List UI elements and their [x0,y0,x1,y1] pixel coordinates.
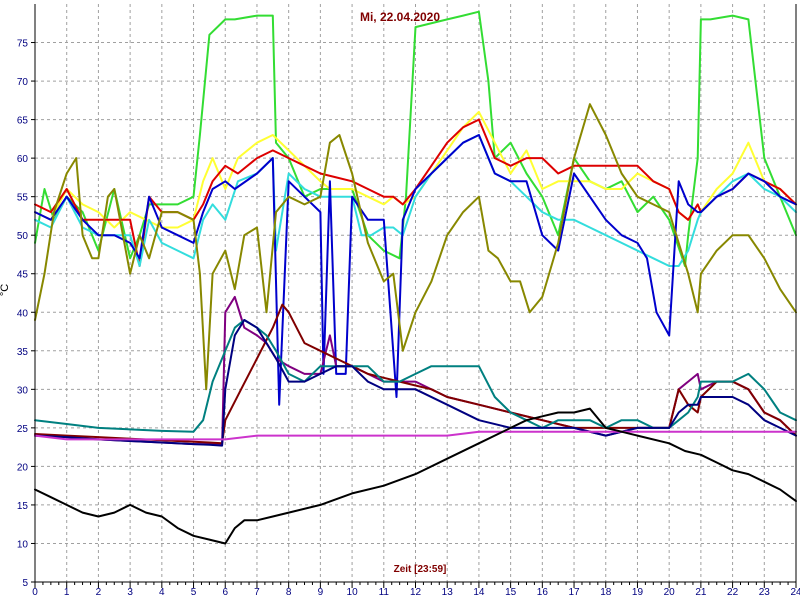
x-tick-label: 16 [537,587,549,598]
y-tick-label: 75 [17,39,29,50]
y-tick-label: 40 [17,308,29,319]
series-layer [34,10,797,545]
x-tick-label: 20 [664,587,676,598]
axes: 0 1 2 3 4 5 6 7 8 9 10 11 12 13 14 15 16 17 18 19 20 21 22 23 24… [17,4,800,598]
chart-title: Mi, 22.04.2020 [360,10,440,24]
x-tick-label: 6 [222,587,228,598]
y-tick-label: 10 [17,539,29,550]
y-tick-label: 15 [17,501,29,512]
y-tick-label: 60 [17,154,29,165]
x-tick-label: 23 [759,587,771,598]
x-axis-label: Zeit [23:59] [394,564,447,575]
series-line-12 [34,407,797,545]
x-tick-label: 3 [127,587,133,598]
x-tick-label: 2 [96,587,102,598]
y-tick-label: 25 [17,424,29,435]
x-tick-label: 12 [410,587,422,598]
x-tick-label: 11 [379,587,390,598]
x-tick-label: 5 [191,587,197,598]
y-tick-label: 70 [17,77,29,88]
x-tick-label: 18 [600,587,612,598]
x-tick-label: 4 [159,587,165,598]
x-tick-label: 24 [790,587,800,598]
y-tick-label: 5 [22,578,28,589]
series-line-11 [34,430,797,441]
y-axis-label: °C [0,284,11,296]
labels: Mi, 22.04.2020 Zeit [23:59] °C [0,10,446,575]
series-line-5 [34,134,797,406]
x-tick-label: 10 [347,587,359,598]
y-tick-label: 55 [17,193,29,204]
x-tick-label: 9 [318,587,324,598]
y-tick-label: 50 [17,231,29,242]
x-tick-label: 8 [286,587,292,598]
series-line-4 [34,134,797,267]
x-tick-label: 0 [32,587,38,598]
series-line-3 [34,118,797,267]
y-tick-label: 20 [17,462,29,473]
x-tick-label: 1 [64,587,70,598]
x-tick-label: 19 [632,587,644,598]
x-tick-label: 17 [568,587,580,598]
series-line-10 [34,319,797,447]
x-tick-label: 13 [442,587,454,598]
x-tick-label: 21 [695,587,707,598]
y-tick-label: 45 [17,270,29,281]
series-line-6 [34,103,797,391]
series-line-9 [34,319,797,433]
y-tick-label: 30 [17,385,29,396]
y-tick-label: 35 [17,347,29,358]
x-tick-label: 7 [254,587,260,598]
x-tick-label: 22 [727,587,739,598]
x-tick-label: 15 [505,587,517,598]
y-tick-label: 65 [17,116,29,127]
x-tick-label: 14 [473,587,485,598]
